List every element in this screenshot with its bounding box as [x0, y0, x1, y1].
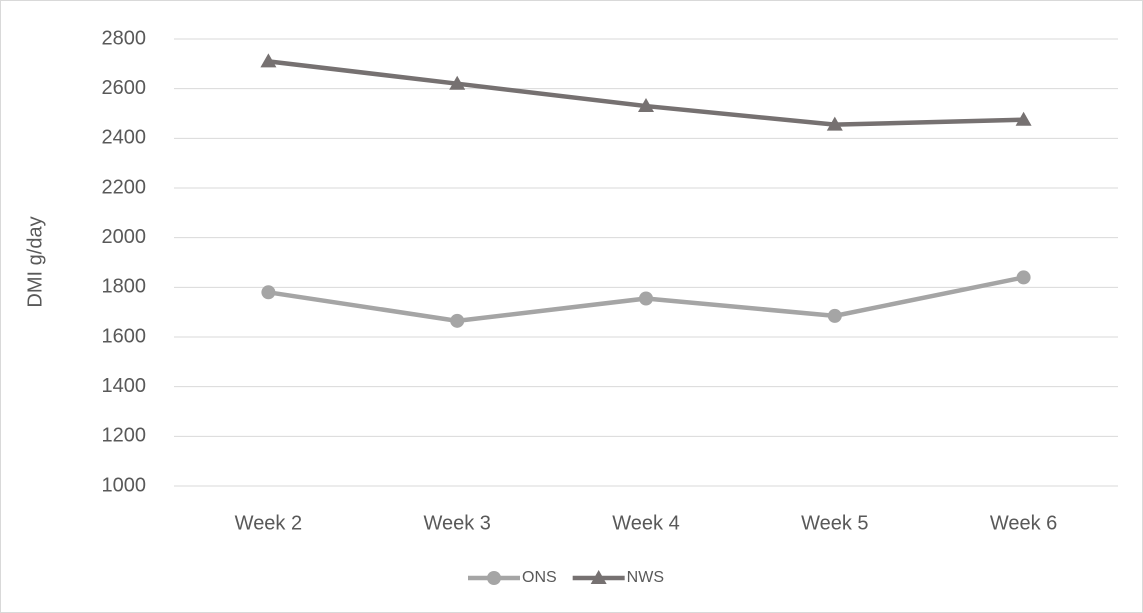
point-marker [260, 53, 277, 68]
y-tick-label: 2400 [102, 127, 147, 149]
x-tick-label: Week 3 [423, 512, 490, 534]
legend-marker [590, 570, 607, 584]
point-marker [827, 308, 842, 323]
point-marker [450, 313, 465, 328]
y-axis-label: DMI g/day [24, 216, 46, 307]
point-marker [639, 291, 653, 306]
x-tick-label: Week 4 [612, 512, 679, 534]
y-tick-label: 1200 [102, 425, 147, 447]
point-marker [826, 116, 843, 131]
x-tick-label: Week 6 [990, 512, 1057, 534]
y-tick-label: 1000 [102, 474, 147, 496]
y-tick-label: 1600 [102, 325, 147, 347]
x-tick-label: Week 5 [801, 512, 868, 534]
y-tick-label: 2800 [102, 27, 147, 49]
legend-marker [487, 571, 501, 585]
legend-label: NWS [627, 569, 664, 586]
y-tick-label: 2200 [102, 176, 147, 198]
point-marker [1016, 270, 1031, 285]
y-tick-label: 1400 [102, 375, 147, 397]
x-tick-label: Week 2 [235, 512, 302, 534]
y-tick-label: 2000 [102, 226, 147, 248]
y-tick-label: 2600 [102, 77, 147, 99]
point-marker [449, 75, 466, 90]
point-marker [261, 285, 276, 300]
legend-label: ONS [522, 569, 557, 586]
y-tick-label: 1800 [102, 276, 147, 298]
point-marker [638, 98, 654, 113]
point-marker [1015, 111, 1032, 126]
